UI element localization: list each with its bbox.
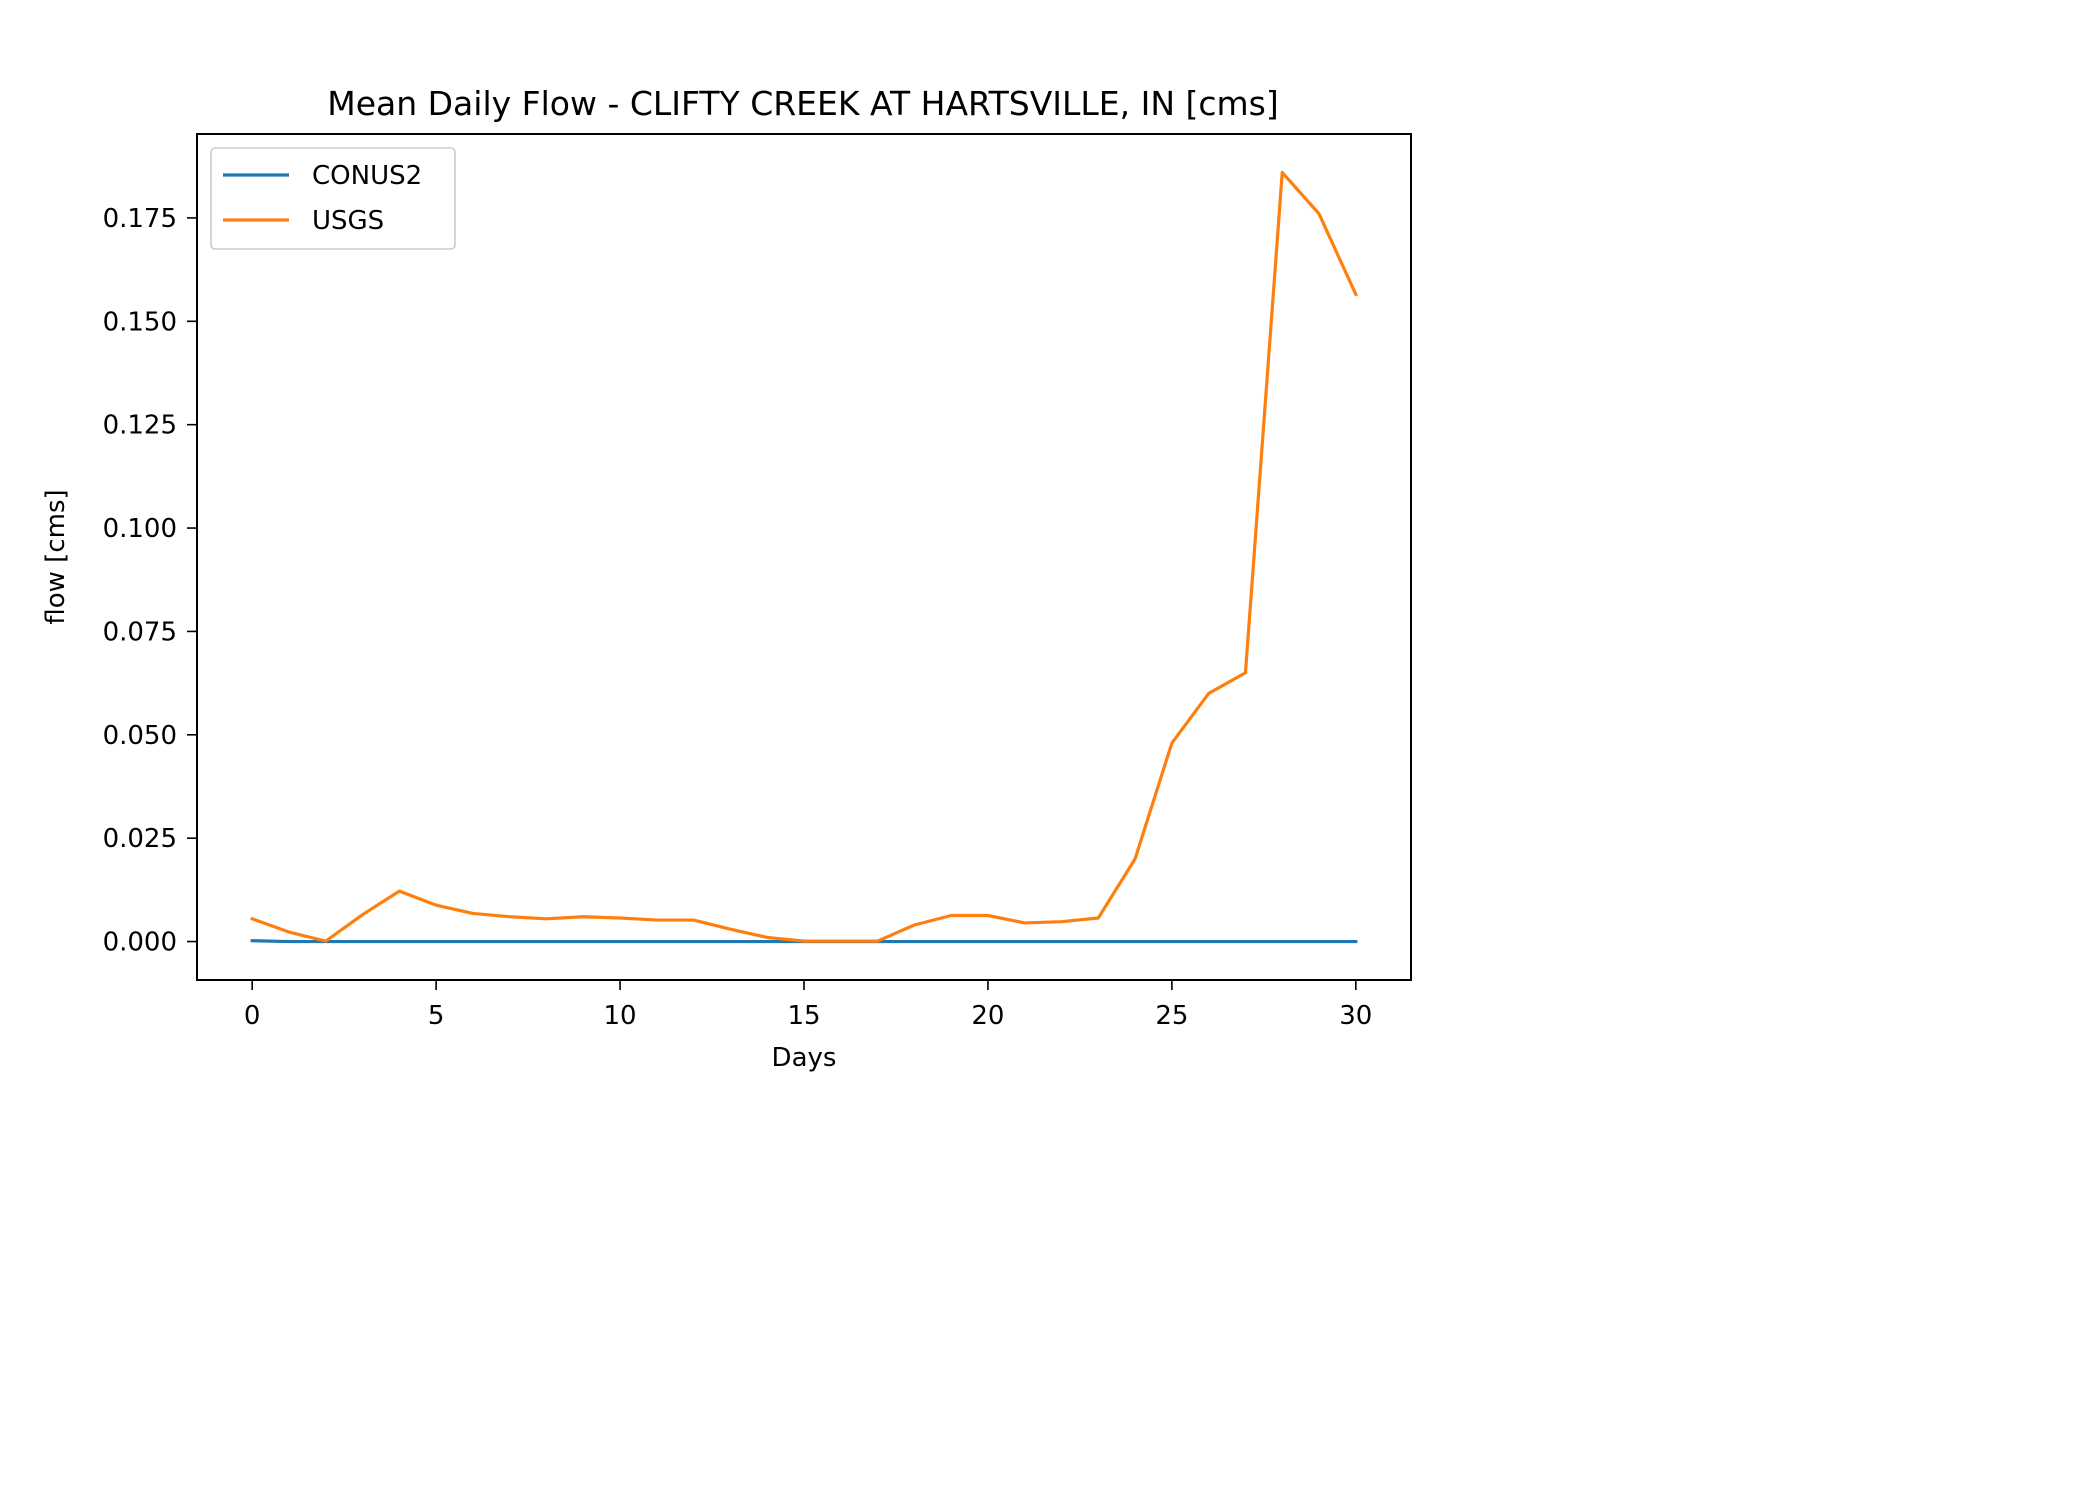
legend-label-conus2: CONUS2 [312, 161, 422, 191]
chart: Mean Daily Flow - CLIFTY CREEK AT HARTSV… [41, 84, 1412, 1073]
y-axis-label: flow [cms] [41, 489, 71, 624]
series-layer [250, 170, 1358, 944]
series-line-usgs [250, 170, 1358, 943]
y-tick-label: 0.050 [103, 721, 177, 751]
x-tick-label: 20 [971, 1001, 1004, 1031]
x-tick-label: 5 [428, 1001, 445, 1031]
legend-box [210, 147, 456, 250]
x-tick-label: 25 [1155, 1001, 1188, 1031]
x-tick-label: 0 [244, 1001, 261, 1031]
x-tick-label: 30 [1339, 1001, 1372, 1031]
y-axis: 0.000 0.025 0.050 0.075 0.100 0.125 0.150 0.175 [103, 204, 197, 958]
x-tick-label: 10 [604, 1001, 637, 1031]
legend-label-usgs: USGS [312, 206, 384, 236]
x-axis-label: Days [772, 1043, 837, 1073]
y-tick-label: 0.000 [103, 928, 177, 958]
x-tick-label: 15 [787, 1001, 820, 1031]
y-tick-label: 0.075 [103, 617, 177, 647]
y-tick-label: 0.100 [103, 514, 177, 544]
y-tick-label: 0.150 [103, 307, 177, 337]
y-tick-label: 0.125 [103, 411, 177, 441]
y-tick-label: 0.175 [103, 204, 177, 234]
x-axis: 0 5 10 15 20 25 30 [244, 980, 1372, 1031]
legend: CONUS2 USGS [210, 147, 456, 250]
y-tick-label: 0.025 [103, 824, 177, 854]
chart-title: Mean Daily Flow - CLIFTY CREEK AT HARTSV… [327, 84, 1279, 123]
